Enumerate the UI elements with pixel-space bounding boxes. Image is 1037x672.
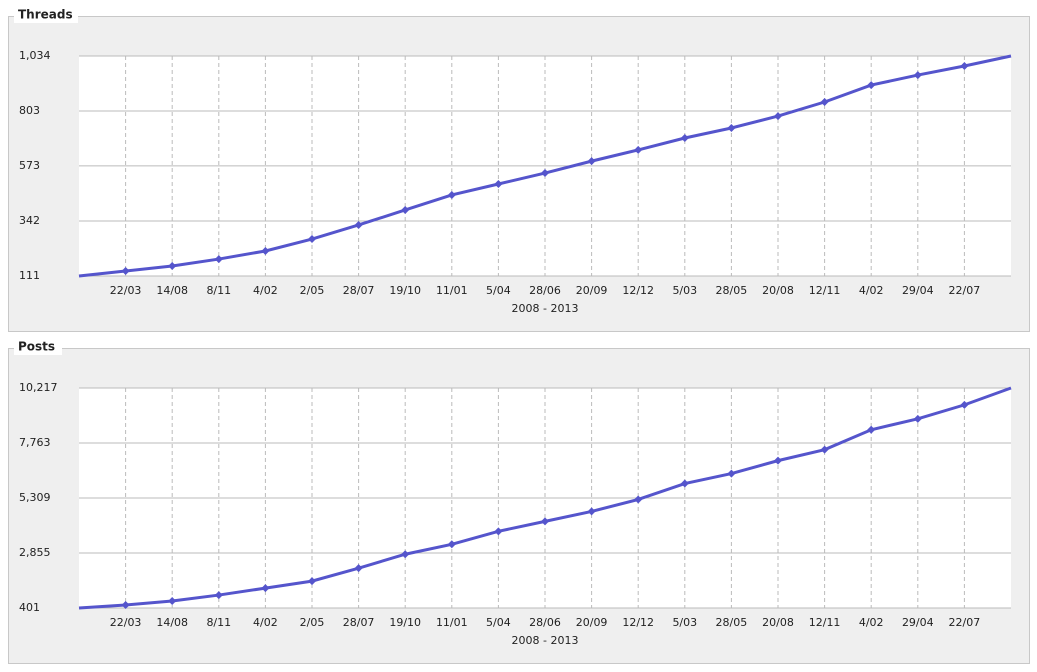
data-point xyxy=(680,133,689,142)
x-tick-label: 28/05 xyxy=(716,284,748,297)
data-point xyxy=(121,601,130,610)
data-point xyxy=(121,266,130,275)
data-point xyxy=(168,261,177,270)
x-tick-label: 12/12 xyxy=(622,616,654,629)
x-tick-label: 4/02 xyxy=(859,616,884,629)
data-point xyxy=(168,597,177,606)
x-tick-label: 14/08 xyxy=(156,616,188,629)
y-tick-label: 401 xyxy=(19,601,40,614)
x-tick-label: 12/12 xyxy=(622,284,654,297)
panel-title: Threads xyxy=(18,8,73,22)
title-bg xyxy=(14,9,78,23)
panel-title: Posts xyxy=(18,340,55,354)
data-point xyxy=(960,400,969,409)
x-tick-label: 28/07 xyxy=(343,616,375,629)
x-tick-label: 20/08 xyxy=(762,284,794,297)
x-tick-label: 4/02 xyxy=(859,284,884,297)
x-tick-label: 5/04 xyxy=(486,284,511,297)
y-tick-label: 10,217 xyxy=(19,381,58,394)
x-tick-label: 22/03 xyxy=(110,284,142,297)
x-tick-label: 28/06 xyxy=(529,284,561,297)
y-tick-label: 2,855 xyxy=(19,546,51,559)
x-tick-label: 11/01 xyxy=(436,284,468,297)
data-point xyxy=(401,205,410,214)
x-tick-label: 11/01 xyxy=(436,616,468,629)
x-tick-label: 2/05 xyxy=(300,284,325,297)
data-point xyxy=(494,527,503,536)
x-tick-label: 12/11 xyxy=(809,616,841,629)
data-point xyxy=(308,235,316,244)
y-tick-label: 342 xyxy=(19,214,40,227)
data-point xyxy=(447,540,456,549)
x-tick-label: 20/08 xyxy=(762,616,794,629)
data-point xyxy=(774,456,782,465)
x-tick-label: 8/11 xyxy=(206,284,231,297)
data-point xyxy=(960,62,969,71)
x-tick-label: 5/03 xyxy=(672,284,697,297)
y-tick-label: 573 xyxy=(19,159,40,172)
x-tick-label: 2/05 xyxy=(300,616,325,629)
data-point xyxy=(354,220,363,229)
x-axis-label: 2008 - 2013 xyxy=(512,302,579,315)
x-tick-label: 28/05 xyxy=(716,616,748,629)
y-tick-label: 803 xyxy=(19,104,40,117)
data-point xyxy=(913,71,922,80)
y-tick-label: 7,763 xyxy=(19,436,51,449)
data-point xyxy=(820,98,829,107)
x-tick-label: 22/07 xyxy=(949,284,981,297)
data-point xyxy=(680,479,689,488)
data-point xyxy=(867,81,876,90)
x-tick-label: 4/02 xyxy=(253,284,278,297)
title-bg xyxy=(14,341,62,355)
x-tick-label: 28/06 xyxy=(529,616,561,629)
data-point xyxy=(447,190,456,199)
data-point xyxy=(587,157,596,166)
x-tick-label: 14/08 xyxy=(156,284,188,297)
data-point xyxy=(727,469,736,478)
data-point xyxy=(494,179,503,188)
data-point xyxy=(541,517,549,526)
data-point xyxy=(541,169,549,178)
data-point xyxy=(261,246,270,255)
x-tick-label: 5/03 xyxy=(672,616,697,629)
x-axis-label: 2008 - 2013 xyxy=(512,634,579,647)
x-tick-label: 28/07 xyxy=(343,284,375,297)
y-tick-label: 1,034 xyxy=(19,49,51,62)
x-tick-label: 29/04 xyxy=(902,284,934,297)
x-tick-label: 20/09 xyxy=(576,284,608,297)
x-tick-label: 8/11 xyxy=(206,616,231,629)
data-point xyxy=(634,145,643,154)
x-tick-label: 22/03 xyxy=(110,616,142,629)
data-point xyxy=(820,445,829,454)
x-tick-label: 19/10 xyxy=(389,616,421,629)
data-point xyxy=(587,507,596,516)
y-tick-label: 5,309 xyxy=(19,491,51,504)
data-point xyxy=(401,550,410,559)
x-tick-label: 19/10 xyxy=(389,284,421,297)
x-tick-label: 5/04 xyxy=(486,616,511,629)
data-point xyxy=(354,564,363,573)
y-tick-label: 111 xyxy=(19,269,40,282)
data-point xyxy=(308,577,316,586)
data-point xyxy=(261,584,270,593)
x-tick-label: 4/02 xyxy=(253,616,278,629)
data-point xyxy=(214,591,223,600)
data-point xyxy=(214,255,223,264)
data-point xyxy=(634,495,643,504)
data-point xyxy=(774,112,782,121)
data-point xyxy=(867,425,876,434)
x-tick-label: 22/07 xyxy=(949,616,981,629)
x-tick-label: 29/04 xyxy=(902,616,934,629)
data-point xyxy=(913,414,922,423)
x-tick-label: 20/09 xyxy=(576,616,608,629)
data-point xyxy=(727,123,736,132)
x-tick-label: 12/11 xyxy=(809,284,841,297)
